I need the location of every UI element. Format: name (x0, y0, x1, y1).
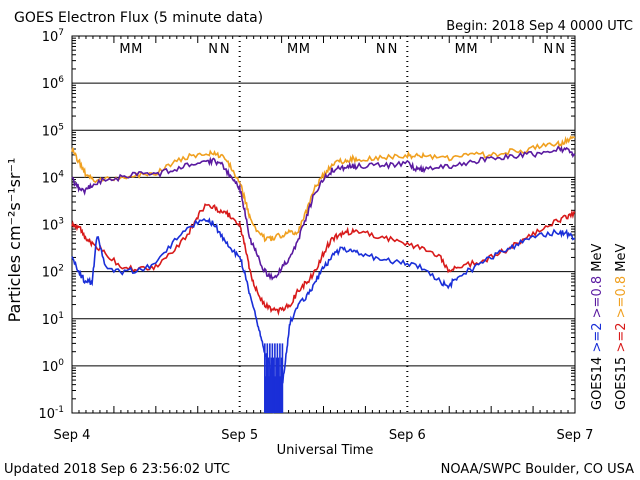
marker-m: M (287, 42, 298, 57)
series-line-goes14-2-mev (71, 217, 575, 414)
legend-entry-goes15: GOES15 >=2 >=0.8 MeV (614, 244, 629, 410)
marker-n: N (388, 42, 398, 57)
y-tick-labels: 107 106 105 104 103 102 101 100 10-1 (38, 28, 64, 422)
x-tick-label: Sep 6 (389, 428, 426, 443)
series-line-goes14-0-8-mev (71, 145, 576, 281)
legend-entry-goes14: GOES14 >=2 >=0.8 MeV (590, 244, 605, 410)
marker-n: N (208, 42, 218, 57)
x-tick-label: Sep 7 (557, 428, 594, 443)
series-line-goes15-0-8-mev (71, 135, 575, 243)
updated-timestamp: Updated 2018 Sep 6 23:56:02 UTC (4, 462, 230, 477)
y-tick-label: 107 (42, 28, 64, 45)
marker-m: M (131, 42, 142, 57)
y-axis-title: Particles cm⁻²s⁻¹sr⁻¹ (5, 158, 24, 323)
marker-m: M (299, 42, 310, 57)
series-layer (71, 135, 576, 414)
credit-text: NOAA/SWPC Boulder, CO USA (441, 462, 634, 477)
y-tick-label: 100 (42, 358, 65, 375)
x-tick-label: Sep 5 (221, 428, 258, 443)
chart-title: GOES Electron Flux (5 minute data) (14, 10, 263, 26)
x-tick-label: Sep 4 (54, 428, 91, 443)
marker-n: N (544, 42, 554, 57)
series-line-goes15-2-mev (71, 203, 576, 316)
y-tick-label: 106 (42, 75, 65, 92)
y-tick-label: 10-1 (38, 405, 64, 422)
y-tick-label: 102 (42, 264, 64, 281)
y-tick-label: 103 (42, 217, 64, 234)
marker-m: M (119, 42, 130, 57)
marker-m: M (466, 42, 477, 57)
x-tick-labels: Sep 4 Sep 5 Sep 6 Sep 7 (54, 428, 594, 443)
marker-n: N (220, 42, 230, 57)
marker-m: M (455, 42, 466, 57)
begin-time: Begin: 2018 Sep 4 0000 UTC (446, 19, 633, 34)
y-tick-label: 105 (42, 122, 64, 139)
y-tick-label: 101 (42, 311, 64, 328)
legend: GOES14 >=2 >=0.8 MeV GOES15 >=2 >=0.8 MeV (590, 244, 629, 410)
grid-layer (72, 36, 575, 413)
legend-text: GOES14 >=2 >=0.8 MeV (590, 244, 605, 410)
marker-n: N (376, 42, 386, 57)
y-tick-label: 104 (42, 169, 65, 186)
legend-text: GOES15 >=2 >=0.8 MeV (614, 244, 629, 410)
marker-n: N (555, 42, 565, 57)
x-axis-title: Universal Time (277, 443, 374, 458)
tick-layer (72, 36, 575, 413)
